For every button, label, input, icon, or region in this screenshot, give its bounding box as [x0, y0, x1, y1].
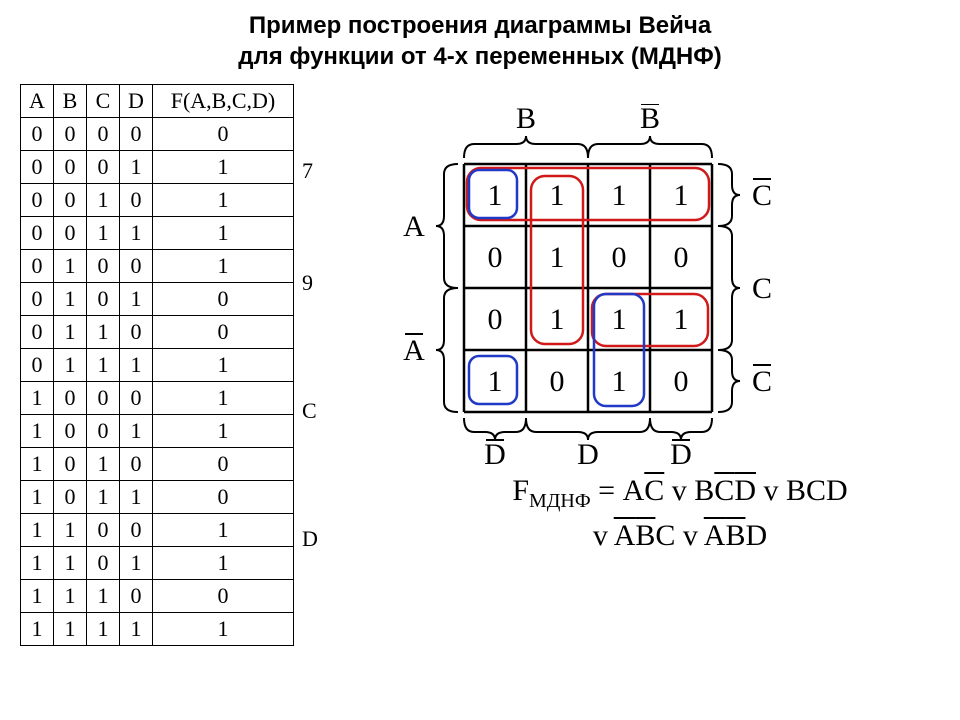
table-row: 10110 — [21, 481, 294, 514]
tt-side-label: 7 — [302, 158, 313, 184]
svg-text:D: D — [484, 438, 506, 471]
truth-table: ABCDF(A,B,C,D) 0000000011001010011101001… — [20, 84, 294, 646]
svg-text:B: B — [640, 104, 660, 135]
veitch-cell: 1 — [674, 303, 689, 336]
svg-text:C: C — [752, 179, 772, 212]
tt-side-label: 9 — [302, 270, 313, 296]
svg-text:D: D — [577, 438, 599, 471]
table-row: 10100 — [21, 448, 294, 481]
table-row: 10001 — [21, 382, 294, 415]
tt-side-label: D — [302, 526, 318, 552]
veitch-cell: 0 — [488, 303, 503, 336]
tt-header: A — [21, 85, 54, 118]
title-line2: для функции от 4-х переменных (МДНФ) — [238, 43, 722, 70]
table-row: 01001 — [21, 250, 294, 283]
table-row: 01100 — [21, 316, 294, 349]
veitch-cell: 0 — [612, 241, 627, 274]
veitch-cell: 0 — [674, 241, 689, 274]
formula: FМДНФ = AC v BCD v BCDv ABC v ABD — [420, 470, 940, 557]
veitch-cell: 1 — [550, 303, 565, 336]
veitch-cell: 1 — [612, 179, 627, 212]
veitch-cell: 1 — [550, 179, 565, 212]
veitch-cell: 1 — [488, 179, 503, 212]
veitch-cell: 1 — [612, 365, 627, 398]
veitch-cell: 1 — [674, 179, 689, 212]
svg-text:A: A — [403, 210, 425, 243]
truth-table-wrap: ABCDF(A,B,C,D) 0000000011001010011101001… — [20, 84, 294, 646]
veitch-cell: 0 — [488, 241, 503, 274]
svg-text:C: C — [752, 365, 772, 398]
title-line1: Пример построения диаграммы Вейча — [249, 12, 711, 39]
table-row: 00011 — [21, 151, 294, 184]
veitch-cell: 1 — [550, 241, 565, 274]
svg-text:C: C — [752, 272, 772, 305]
tt-header: F(A,B,C,D) — [153, 85, 294, 118]
table-row: 00000 — [21, 118, 294, 151]
svg-text:B: B — [516, 104, 536, 135]
tt-side-label: C — [302, 398, 317, 424]
tt-header: B — [54, 85, 87, 118]
tt-header: D — [120, 85, 153, 118]
veitch-cell: 0 — [674, 365, 689, 398]
table-row: 01111 — [21, 349, 294, 382]
tt-header: C — [87, 85, 120, 118]
table-row: 11001 — [21, 514, 294, 547]
veitch-diagram: 1 1 1 1 0 1 0 0 0 1 1 1 1 0 1 0 B B A A C C C D D D — [364, 104, 834, 504]
page-title: Пример построения диаграммы Вейча для фу… — [20, 10, 940, 72]
veitch-cell: 0 — [550, 365, 565, 398]
table-row: 11011 — [21, 547, 294, 580]
veitch-cell: 1 — [488, 365, 503, 398]
table-row: 00101 — [21, 184, 294, 217]
table-row: 00111 — [21, 217, 294, 250]
svg-text:D: D — [670, 438, 692, 471]
veitch-cell: 1 — [612, 303, 627, 336]
table-row: 11111 — [21, 613, 294, 646]
table-row: 11100 — [21, 580, 294, 613]
table-row: 01010 — [21, 283, 294, 316]
table-row: 10011 — [21, 415, 294, 448]
svg-text:A: A — [403, 334, 425, 367]
